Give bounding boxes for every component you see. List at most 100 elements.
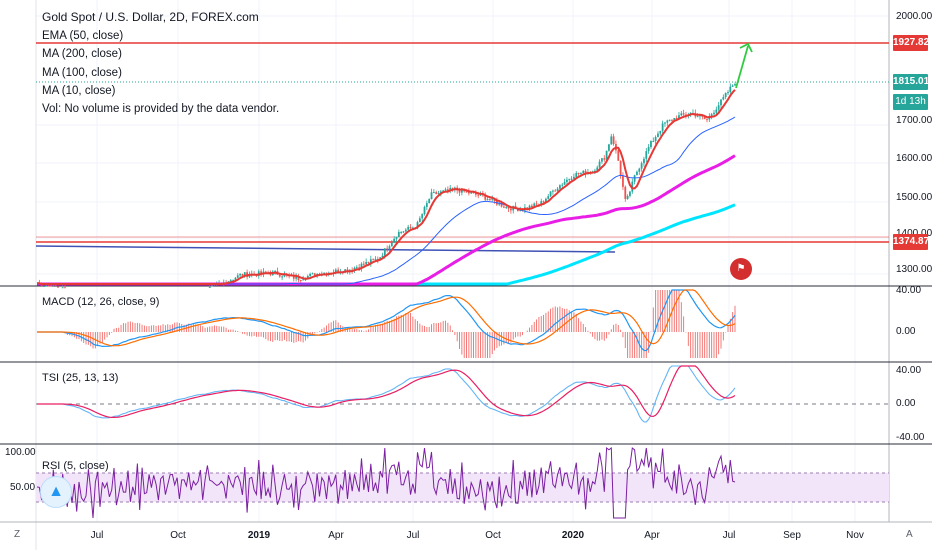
candle-body (234, 277, 237, 280)
candle-body (610, 136, 613, 145)
candle-body (232, 279, 234, 281)
projection-arrow[interactable] (735, 42, 753, 89)
candle-body (444, 189, 447, 191)
candle-body (509, 208, 512, 211)
tsi-tick-neg40: -40.00 (896, 432, 925, 443)
timezone-button[interactable]: Z (14, 529, 21, 540)
candle-body (358, 267, 361, 269)
candle-body (647, 147, 650, 152)
candle-body (545, 198, 547, 203)
candle-body (575, 172, 578, 177)
indicator-volume[interactable]: Vol: No volume is provided by the data v… (42, 103, 280, 115)
auto-scale-button[interactable]: A (906, 529, 913, 540)
candle-body (573, 176, 575, 179)
economic-event-flag-icon[interactable]: ⚑ (730, 258, 752, 280)
candle-body (643, 158, 645, 164)
time-label-2019: 2019 (247, 530, 271, 541)
price-pane[interactable] (36, 82, 736, 289)
candle-body (619, 160, 622, 176)
tsi-signal-line (37, 365, 736, 418)
tradingview-logo-icon[interactable]: ▲ (40, 476, 72, 508)
trend-line[interactable] (35, 245, 616, 253)
candle-body (624, 186, 627, 199)
indicator-ema50[interactable]: EMA (50, close) (42, 30, 124, 42)
candle-body (727, 92, 729, 94)
candle-body (437, 193, 440, 195)
candle-body (554, 190, 557, 192)
candle-body (393, 238, 396, 243)
time-label-sep-2020: Sep (783, 530, 801, 541)
candle-body (369, 259, 372, 264)
candle-body (367, 262, 370, 264)
candle-body (626, 195, 629, 199)
candle-body (281, 276, 284, 278)
candle-body (608, 144, 610, 151)
candle-body (297, 276, 300, 280)
candle-body (460, 188, 463, 193)
candle-body (502, 206, 505, 208)
candle-body (425, 203, 428, 207)
candle-body (696, 116, 699, 118)
candle-body (650, 141, 652, 148)
candle-body (243, 272, 246, 276)
candle-body (404, 229, 407, 232)
hline-tag-lower: 1374.87 (893, 234, 929, 250)
candle-body (313, 273, 316, 277)
candle-body (283, 274, 286, 277)
candle-body (706, 119, 708, 121)
tsi-pane[interactable] (37, 365, 736, 423)
candle-body (729, 86, 732, 93)
candle-body (488, 199, 491, 201)
candle-body (666, 120, 669, 123)
candle-body (409, 226, 412, 228)
candle-body (659, 130, 662, 134)
candle-body (617, 150, 620, 161)
candle-body (442, 190, 445, 192)
rsi-tick-50: 50.00 (10, 482, 36, 493)
candle-body (248, 274, 251, 277)
candle-body (435, 192, 438, 194)
candle-body (636, 171, 638, 176)
macd-label[interactable]: MACD (12, 26, close, 9) (42, 296, 160, 308)
time-label-oct-2018: Oct (170, 530, 186, 541)
candle-body (519, 209, 522, 212)
candle-body (584, 170, 587, 175)
candle-body (549, 191, 552, 197)
candle-body (400, 231, 403, 233)
candle-body (274, 271, 277, 273)
candle-body (374, 258, 377, 260)
rsi-pane[interactable] (36, 447, 736, 519)
macd-tick-40: 40.00 (896, 285, 922, 296)
candle-body (703, 116, 706, 120)
time-label-apr-2020: Apr (644, 530, 660, 541)
price-tick-1700: 1700.00 (896, 115, 932, 126)
candle-body (731, 85, 734, 87)
candle-body (451, 187, 454, 190)
candle-body (516, 208, 519, 212)
time-label-apr-2019: Apr (328, 530, 344, 541)
indicator-ma10[interactable]: MA (10, close) (42, 85, 116, 97)
time-label-jul-2019: Jul (406, 530, 420, 541)
candle-body (337, 269, 340, 273)
candle-body (598, 161, 601, 168)
candle-body (355, 267, 358, 269)
candle-body (682, 113, 685, 115)
rsi-label[interactable]: RSI (5, close) (42, 460, 109, 472)
candle-body (388, 246, 391, 250)
indicator-ma200[interactable]: MA (200, close) (42, 48, 122, 60)
tsi-label[interactable]: TSI (25, 13, 13) (42, 372, 119, 384)
candle-body (671, 119, 673, 121)
symbol-title[interactable]: Gold Spot / U.S. Dollar, 2D, FOREX.com (42, 10, 259, 24)
candle-body (208, 286, 211, 288)
candle-body (661, 123, 664, 131)
candle-body (547, 196, 550, 199)
candle-body (477, 194, 480, 196)
macd-pane[interactable] (37, 289, 736, 358)
candle-body (211, 285, 213, 287)
indicator-ma100[interactable]: MA (100, close) (42, 67, 122, 79)
candle-body (395, 237, 398, 239)
candle-body (582, 170, 585, 174)
price-tick-2000: 2000.00 (896, 11, 932, 22)
candle-body (61, 287, 64, 289)
